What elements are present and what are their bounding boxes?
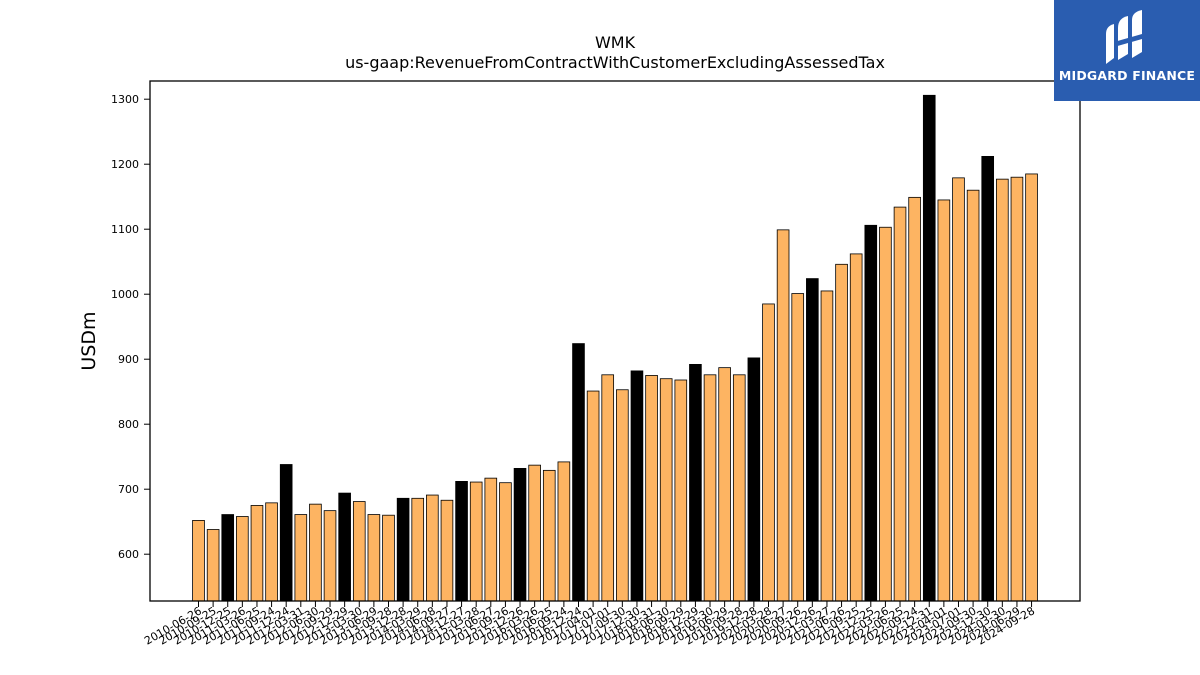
bar [1025, 173, 1038, 602]
bar [630, 370, 644, 602]
bar [996, 178, 1009, 602]
bar [601, 374, 615, 602]
logo-text: MIDGARD FINANCE [1058, 68, 1196, 83]
bar [250, 505, 264, 602]
bar [455, 480, 468, 602]
bar [849, 253, 863, 602]
bar [645, 375, 658, 602]
bar [572, 343, 585, 602]
bar [323, 510, 337, 602]
bar [732, 374, 746, 602]
bar [776, 229, 790, 602]
bar [236, 516, 249, 602]
bar [484, 477, 498, 602]
bar [893, 206, 907, 602]
bar [542, 469, 556, 602]
bar [659, 378, 673, 602]
bar [294, 514, 308, 602]
y-axis-label: USDm [78, 311, 100, 370]
y-tick-label: 600 [118, 548, 139, 561]
bar [440, 499, 454, 602]
bar [557, 461, 571, 602]
y-tick-label: 900 [118, 353, 139, 366]
bar [206, 529, 220, 602]
y-tick-label: 800 [118, 418, 139, 431]
bar [689, 363, 702, 602]
bar [469, 481, 483, 602]
bar [192, 520, 205, 602]
bar [265, 502, 278, 602]
bar [367, 514, 381, 602]
y-ticks-group: 600 700 800 900 1000 1100 1200 1300 [111, 93, 150, 561]
y-tick-label: 1000 [111, 288, 139, 301]
y-tick-label: 1300 [111, 93, 139, 106]
bar [820, 290, 834, 602]
bar [879, 226, 892, 602]
bar [382, 514, 395, 602]
bar [426, 494, 439, 602]
bars-group [192, 94, 1038, 602]
bar [616, 389, 629, 602]
bar [806, 278, 819, 602]
bar [499, 482, 512, 602]
bar [411, 497, 425, 602]
bar [513, 467, 527, 602]
bar [922, 94, 936, 602]
bar [952, 177, 965, 602]
bar [396, 497, 410, 602]
bar [338, 492, 351, 602]
y-tick-label: 1100 [111, 223, 139, 236]
x-ticks-group: 2010-06-262010-09-252010-12-252011-03-26… [142, 601, 1037, 648]
bar [747, 357, 761, 602]
bar [221, 514, 235, 602]
bar [674, 379, 688, 602]
bar [981, 155, 995, 602]
bar [864, 224, 878, 602]
bar [908, 196, 921, 602]
bar [279, 464, 293, 602]
bar [352, 501, 366, 602]
bar [937, 199, 951, 602]
bar [718, 367, 731, 602]
bar [1010, 176, 1024, 602]
bar [528, 464, 541, 602]
y-tick-label: 1200 [111, 158, 139, 171]
plot-frame [149, 80, 1081, 602]
bar [762, 303, 775, 602]
midgard-finance-logo: MIDGARD FINANCE [1054, 0, 1200, 101]
bar [966, 189, 980, 602]
bar [835, 263, 848, 602]
bar [791, 293, 805, 602]
bar [309, 503, 322, 602]
bar [586, 390, 600, 602]
bar [703, 374, 717, 602]
chart-title: WMK [595, 33, 636, 52]
midgard-logo-icon [1106, 10, 1142, 64]
y-tick-label: 700 [118, 483, 139, 496]
chart-subtitle: us-gaap:RevenueFromContractWithCustomerE… [345, 53, 885, 72]
